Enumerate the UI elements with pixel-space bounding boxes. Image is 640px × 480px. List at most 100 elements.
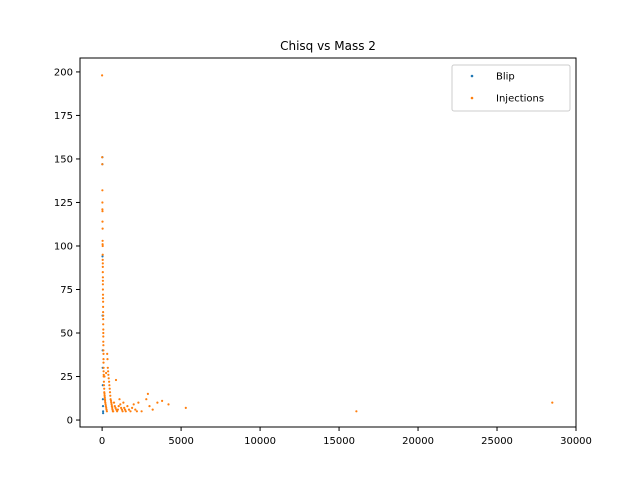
y-tick-label: 0 [67,416,73,427]
data-point [120,406,123,409]
data-point [102,358,105,361]
data-point [102,340,105,343]
data-point [102,380,105,383]
data-point [102,314,105,317]
data-point [101,239,104,242]
data-point [105,410,108,413]
data-point [105,371,108,375]
data-point [104,399,107,402]
x-tick-label: 10000 [244,436,276,447]
data-point [110,403,113,406]
data-point [103,391,106,394]
data-point [135,410,138,413]
data-point [124,410,127,413]
y-tick-label: 50 [60,329,73,340]
plot-area [101,74,554,415]
data-point [103,375,106,378]
data-point [102,366,105,369]
data-point [103,387,106,390]
data-point [101,276,104,279]
data-point [102,370,105,373]
data-point [123,406,126,409]
series-injections [101,74,554,413]
x-tick-label: 5000 [168,436,193,447]
data-point [114,378,118,382]
y-tick-label: 100 [54,241,73,252]
data-point [101,279,104,282]
data-point [110,401,113,404]
data-point [113,405,116,408]
data-point [101,189,104,192]
data-point [108,384,111,387]
data-point [134,408,137,411]
data-point [129,410,132,413]
y-tick-label: 75 [60,285,73,296]
data-point [114,406,117,409]
data-point [103,392,106,395]
data-point [101,227,104,230]
y-tick-label: 25 [60,372,73,383]
data-point [102,318,105,321]
y-tick-label: 125 [54,198,73,209]
legend-label: Blip [496,72,515,83]
data-point [112,401,116,404]
y-tick-label: 150 [54,154,73,165]
data-point [106,366,109,369]
chart-title: Chisq vs Mass 2 [280,39,376,53]
data-point [131,406,134,409]
data-point [111,406,114,409]
data-point [110,405,113,408]
data-point [123,408,127,411]
data-point [119,403,122,406]
data-point [102,349,105,352]
data-point [108,380,111,383]
data-point [102,305,105,308]
data-point [116,410,119,413]
plot-frame [79,57,577,428]
data-point [109,394,112,397]
data-point [106,358,109,361]
data-point [117,405,120,408]
x-tick-label: 0 [99,436,105,447]
data-point [101,288,104,291]
data-point [551,401,554,404]
data-point [101,156,104,159]
data-point [108,387,111,390]
legend-label: Injections [496,94,544,105]
data-point [105,408,108,411]
data-point [102,311,105,314]
data-point [101,258,104,261]
data-point [108,391,112,394]
data-point [101,208,104,211]
data-point [148,405,151,408]
data-point [184,406,187,409]
data-point [109,398,112,401]
data-point [103,396,106,399]
data-point [101,283,104,286]
data-point [120,408,123,411]
data-point [137,401,140,404]
data-point [101,244,104,248]
data-point [101,220,104,223]
data-point [102,331,105,335]
data-point [102,361,105,364]
data-point [101,243,104,246]
data-point [161,399,164,402]
data-point [145,398,148,401]
legend-box [451,64,571,112]
data-point [102,384,106,387]
data-point [109,399,113,402]
x-tick-label: 30000 [560,436,592,447]
data-point [102,352,105,355]
data-point [101,253,104,256]
data-point [122,401,125,404]
data-point [102,328,105,331]
data-point [101,297,105,300]
data-point [132,403,135,406]
data-point [107,370,110,373]
data-point [118,398,121,401]
data-point [151,408,154,411]
data-point [101,271,104,274]
legend: Blip Injections [451,64,571,112]
